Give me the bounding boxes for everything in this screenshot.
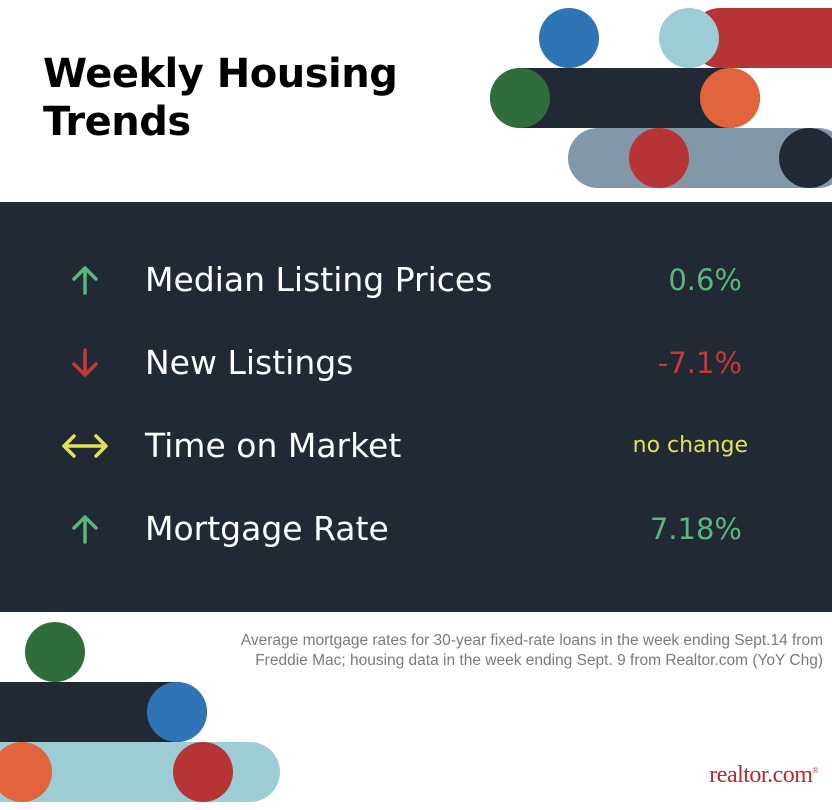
metric-label: New Listings bbox=[145, 343, 354, 382]
metrics-panel: Median Listing Prices 0.6% New Listings … bbox=[0, 202, 832, 612]
source-footnote: Average mortgage rates for 30-year fixed… bbox=[183, 631, 823, 671]
metric-value: 0.6% bbox=[668, 263, 742, 297]
red-dot bbox=[629, 128, 689, 188]
metric-value: no change bbox=[632, 433, 748, 458]
green-dot bbox=[25, 622, 85, 682]
metric-value: 7.18% bbox=[649, 512, 742, 546]
navy-dot bbox=[779, 128, 832, 188]
arrow-up-icon bbox=[72, 266, 98, 295]
title-line-1: Weekly Housing bbox=[43, 51, 398, 97]
title-line-2: Trends bbox=[43, 99, 191, 145]
red-dot bbox=[173, 742, 233, 802]
light-blue-dot bbox=[659, 8, 719, 68]
blue-dot bbox=[147, 682, 207, 742]
orange-dot bbox=[700, 68, 760, 128]
arrow-up-icon bbox=[72, 515, 98, 544]
footnote-line-1: Average mortgage rates for 30-year fixed… bbox=[240, 632, 823, 649]
arrow-down-icon bbox=[72, 348, 98, 377]
metric-label: Median Listing Prices bbox=[145, 260, 493, 299]
realtor-logo: realtor.com® bbox=[709, 762, 818, 789]
registered-mark: ® bbox=[812, 766, 818, 775]
logo-text: realtor.com bbox=[709, 762, 813, 788]
metric-label: Mortgage Rate bbox=[145, 509, 389, 548]
blue-dot bbox=[539, 8, 599, 68]
metric-row-time-on-market: Time on Market no change bbox=[0, 421, 832, 471]
metric-row-new-listings: New Listings -7.1% bbox=[0, 338, 832, 388]
orange-dot bbox=[0, 742, 52, 802]
metric-row-median-listing-prices: Median Listing Prices 0.6% bbox=[0, 255, 832, 305]
arrow-left-right-icon bbox=[62, 434, 108, 458]
footnote-line-2: Freddie Mac; housing data in the week en… bbox=[255, 652, 823, 669]
metric-row-mortgage-rate: Mortgage Rate 7.18% bbox=[0, 504, 832, 554]
metric-label: Time on Market bbox=[145, 426, 402, 465]
green-dot bbox=[490, 68, 550, 128]
page-title: Weekly Housing Trends bbox=[43, 50, 398, 146]
metric-value: -7.1% bbox=[657, 346, 742, 380]
